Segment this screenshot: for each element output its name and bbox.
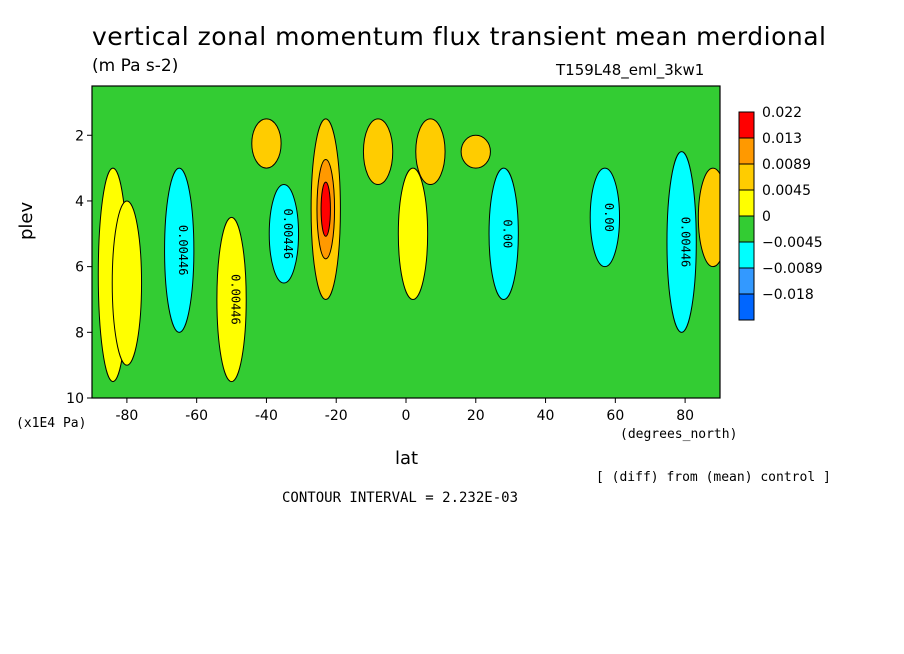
run-id-label: T159L48_eml_3kw1 <box>556 61 705 79</box>
chart-units: (m Pa s-2) <box>92 56 179 76</box>
colorbar-label-5: −0.0045 <box>762 235 823 251</box>
colorbar-swatch-6 <box>738 267 755 295</box>
y-tick-label-4: 4 <box>75 194 84 210</box>
feature-10 <box>460 134 491 169</box>
colorbar-swatch-2 <box>738 163 755 191</box>
colorbar-label-6: −0.0089 <box>762 261 823 277</box>
feature-8 <box>397 167 429 300</box>
colorbar-label-1: 0.013 <box>762 131 802 147</box>
colorbar-swatch-1 <box>738 137 755 165</box>
contour-label-13: 0.00446 <box>679 217 693 268</box>
contour-label-3: 0.00446 <box>229 274 243 325</box>
colorbar-label-4: 0 <box>762 209 771 225</box>
feature-5 <box>268 184 300 284</box>
diff-note: [ (diff) from (mean) control ] <box>596 470 831 485</box>
feature-3 <box>216 216 247 383</box>
x-tick-label--60: -60 <box>185 408 208 424</box>
colorbar-label-3: 0.0045 <box>762 183 811 199</box>
y-tick-label-2: 2 <box>75 128 84 144</box>
y-tick-label-10: 10 <box>66 391 84 407</box>
chart-title: vertical zonal momentum flux transient m… <box>92 22 827 51</box>
feature-4 <box>251 118 282 169</box>
feature-7 <box>362 118 394 186</box>
x-tick-label--40: -40 <box>255 408 278 424</box>
y-axis-units: (x1E4 Pa) <box>16 416 87 431</box>
colorbar-swatch-3 <box>738 189 755 217</box>
contour-label-5: 0.00446 <box>281 209 295 260</box>
feature-11 <box>488 167 519 300</box>
x-tick-label-0: 0 <box>402 408 411 424</box>
x-tick-label-60: 60 <box>606 408 624 424</box>
feature-13 <box>666 151 697 333</box>
feature-2 <box>164 167 195 333</box>
feature-9 <box>415 118 446 186</box>
contour-label-12: 0.00 <box>602 203 616 232</box>
colorbar-swatch-7 <box>738 293 755 321</box>
x-tick-label-80: 80 <box>676 408 694 424</box>
x-tick-label--20: -20 <box>325 408 348 424</box>
y-tick-label-6: 6 <box>75 260 84 276</box>
feature-12 <box>589 167 621 268</box>
colorbar-swatch-4 <box>738 215 755 243</box>
contour-label-11: 0.00 <box>501 219 515 248</box>
contour-interval-label: CONTOUR INTERVAL = 2.232E-03 <box>282 490 519 506</box>
y-tick-label-8: 8 <box>75 325 84 341</box>
colorbar-label-7: −0.018 <box>762 287 814 303</box>
x-axis-units: (degrees_north) <box>620 427 738 442</box>
colorbar-swatch-0 <box>738 111 755 139</box>
feature-1 <box>111 200 143 366</box>
feature-14 <box>697 167 720 268</box>
x-axis-label: lat <box>395 448 419 469</box>
x-tick-label-40: 40 <box>537 408 555 424</box>
feature-6-peak <box>320 181 331 237</box>
colorbar-label-0: 0.022 <box>762 105 802 121</box>
colorbar-label-2: 0.0089 <box>762 157 811 173</box>
contour-label-2: 0.00446 <box>176 225 190 276</box>
colorbar-swatch-5 <box>738 241 755 269</box>
x-tick-label-20: 20 <box>467 408 485 424</box>
x-tick-label--80: -80 <box>115 408 138 424</box>
